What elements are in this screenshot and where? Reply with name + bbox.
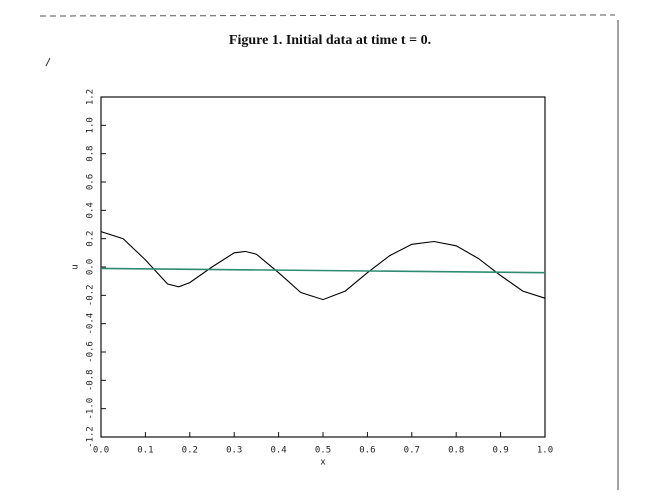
x-tick-label: 0.6 xyxy=(359,446,375,456)
x-axis-label: x xyxy=(320,458,326,468)
y-tick-label: -0.6 xyxy=(86,341,96,363)
x-tick-label: 1.0 xyxy=(537,446,553,456)
y-tick-label: -1.2 xyxy=(86,426,96,448)
y-tick-label: -0.4 xyxy=(86,313,96,335)
y-tick-label: 0.2 xyxy=(86,231,96,247)
x-tick-label: 0.4 xyxy=(270,446,286,456)
x-tick-label: 0.0 xyxy=(93,446,109,456)
y-tick-label: 0.6 xyxy=(86,174,96,190)
scan-mark xyxy=(45,57,51,67)
x-tick-label: 0.7 xyxy=(404,446,420,456)
y-axis-label: u xyxy=(71,264,81,269)
scan-edge xyxy=(39,14,616,17)
y-tick-label: 1.2 xyxy=(86,89,96,105)
y-tick-label: -1.0 xyxy=(86,398,96,420)
y-tick-label: 0.4 xyxy=(86,202,96,218)
x-tick-label: 0.3 xyxy=(226,446,242,456)
y-tick-label: -0.2 xyxy=(86,284,96,306)
x-tick-label: 0.5 xyxy=(315,446,331,456)
data-line xyxy=(100,267,546,274)
y-tick-label: 0.8 xyxy=(86,146,96,162)
y-tick-label: -0.8 xyxy=(86,369,96,391)
x-tick-label: 0.1 xyxy=(137,446,153,456)
plot-frame xyxy=(100,96,546,438)
y-tick-label: 1.0 xyxy=(86,117,96,133)
x-tick-label: 0.8 xyxy=(448,446,464,456)
y-tick-label: 0.0 xyxy=(86,259,96,275)
chart-title: Figure 1. Initial data at time t = 0. xyxy=(229,33,431,48)
x-tick-label: 0.9 xyxy=(492,446,508,456)
data-line xyxy=(100,231,546,301)
x-tick-label: 0.2 xyxy=(182,446,198,456)
